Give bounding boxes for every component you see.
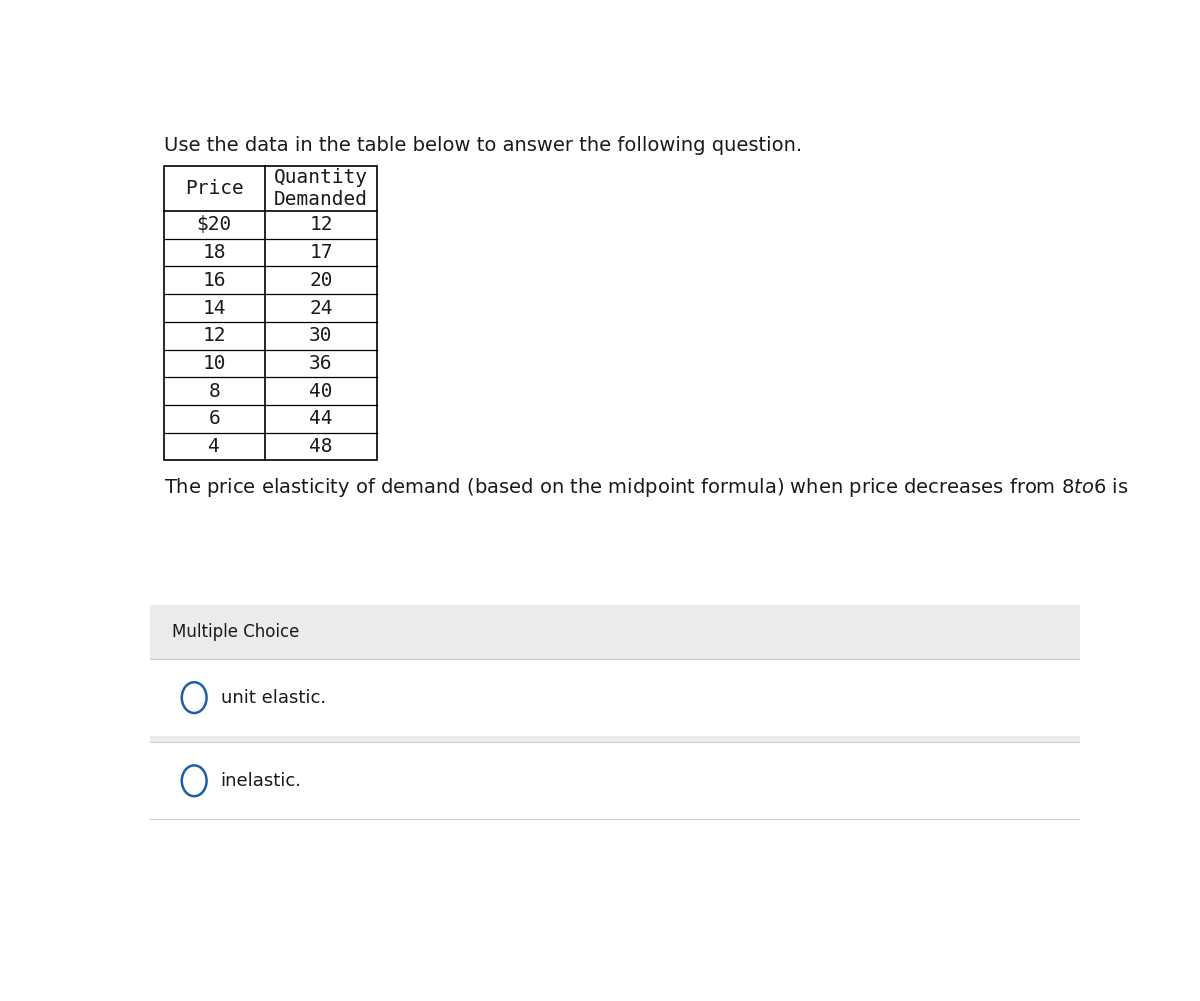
Text: 4: 4 — [209, 437, 221, 456]
Text: 14: 14 — [203, 298, 226, 317]
Text: 44: 44 — [310, 409, 332, 428]
Text: 24: 24 — [310, 298, 332, 317]
Text: $20: $20 — [197, 215, 232, 234]
Text: unit elastic.: unit elastic. — [221, 689, 325, 707]
Bar — [150, 736, 1080, 743]
Bar — [164, 166, 377, 460]
Text: Use the data in the table below to answer the following question.: Use the data in the table below to answe… — [164, 135, 802, 154]
Text: Quantity
Demanded: Quantity Demanded — [274, 168, 368, 209]
Text: 12: 12 — [203, 326, 226, 345]
Text: Price: Price — [185, 179, 244, 198]
Bar — [150, 659, 1080, 736]
Text: 12: 12 — [310, 215, 332, 234]
Ellipse shape — [181, 766, 206, 796]
Text: 30: 30 — [310, 326, 332, 345]
Bar — [150, 743, 1080, 819]
Text: Multiple Choice: Multiple Choice — [172, 624, 299, 642]
Text: 18: 18 — [203, 243, 226, 262]
Text: 8: 8 — [209, 381, 221, 400]
Ellipse shape — [181, 683, 206, 713]
Text: inelastic.: inelastic. — [221, 772, 301, 790]
Text: 6: 6 — [209, 409, 221, 428]
Text: 16: 16 — [203, 271, 226, 289]
Text: 10: 10 — [203, 354, 226, 373]
Text: The price elasticity of demand (based on the midpoint formula) when price decrea: The price elasticity of demand (based on… — [164, 475, 1128, 498]
Text: 17: 17 — [310, 243, 332, 262]
Text: 48: 48 — [310, 437, 332, 456]
Text: 40: 40 — [310, 381, 332, 400]
Bar — [150, 606, 1080, 659]
Text: 20: 20 — [310, 271, 332, 289]
Text: 36: 36 — [310, 354, 332, 373]
